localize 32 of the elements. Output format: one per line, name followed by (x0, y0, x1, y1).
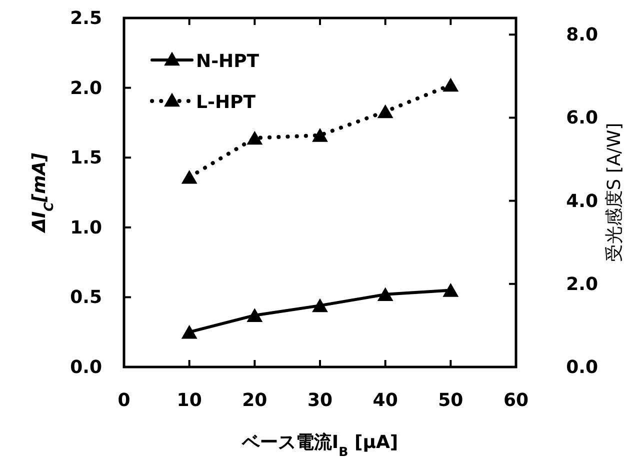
y2-tick-label: 4.0 (566, 190, 598, 212)
point (312, 298, 328, 312)
x-tick-label: 10 (176, 390, 202, 411)
legend-label: L-HPT (196, 92, 256, 113)
y2-tick-label: 0.0 (566, 357, 598, 378)
point (377, 287, 394, 302)
point (312, 128, 328, 142)
x-tick-label: 60 (503, 390, 529, 411)
point (377, 104, 394, 118)
point (181, 170, 198, 184)
y2-tick-label: 2.0 (566, 274, 598, 295)
point (181, 324, 198, 339)
point (442, 283, 459, 297)
y2-tick-label: 8.0 (566, 24, 598, 46)
y-tick-label: 0.0 (70, 357, 102, 378)
point (246, 130, 263, 145)
y-tick-label: 0.5 (70, 287, 102, 308)
y-tick-label: 1.5 (70, 148, 102, 169)
y-tick-label: 1.0 (70, 217, 102, 238)
legend-label: N-HPT (196, 51, 260, 72)
x-tick-label: 20 (242, 390, 268, 411)
x-tick-label: 30 (307, 390, 333, 411)
y-tick-label: 2.0 (70, 78, 102, 99)
y2-axis-title: 受光感度S [A/W] (604, 122, 625, 262)
y-tick-label: 2.5 (70, 8, 102, 29)
y2-tick-label: 6.0 (566, 108, 598, 129)
point (246, 308, 263, 322)
x-tick-label: 0 (118, 390, 130, 411)
x-axis-title: ベース電流I$_{B}$ [μA] (240, 432, 398, 458)
x-tick-label: 40 (372, 390, 398, 411)
x-tick-label: 50 (438, 390, 464, 411)
point (442, 78, 459, 92)
